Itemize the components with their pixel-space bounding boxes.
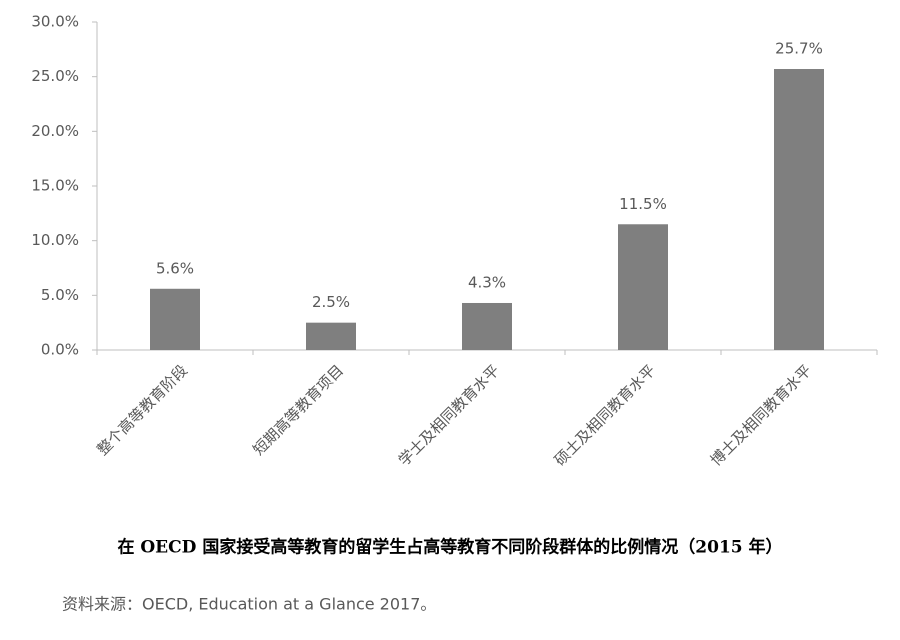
bar bbox=[306, 322, 356, 350]
x-tick-label: 整个高等教育阶段 bbox=[93, 361, 191, 459]
y-tick-label: 10.0% bbox=[31, 231, 79, 249]
x-tick-label: 硕士及相同教育水平 bbox=[551, 361, 659, 469]
value-label: 11.5% bbox=[619, 195, 667, 213]
x-tick-label: 短期高等教育项目 bbox=[249, 361, 347, 459]
value-label: 4.3% bbox=[468, 273, 506, 291]
value-label: 5.6% bbox=[156, 259, 194, 277]
y-tick-label: 20.0% bbox=[31, 122, 79, 140]
x-tick-label: 学士及相同教育水平 bbox=[395, 361, 503, 469]
x-tick-label: 博士及相同教育水平 bbox=[707, 361, 815, 469]
y-tick-label: 0.0% bbox=[41, 341, 79, 359]
y-tick-label: 5.0% bbox=[41, 286, 79, 304]
source-note: 资料来源：OECD, Education at a Glance 2017。 bbox=[62, 595, 436, 614]
bar bbox=[150, 288, 200, 350]
bar bbox=[618, 224, 668, 350]
bar bbox=[462, 302, 512, 350]
value-label: 25.7% bbox=[775, 40, 823, 58]
bar bbox=[774, 69, 824, 350]
y-tick-label: 30.0% bbox=[31, 13, 79, 31]
chart-title: 在 OECD 国家接受高等教育的留学生占高等教育不同阶段群体的比例情况（2015… bbox=[117, 537, 782, 558]
y-tick-label: 25.0% bbox=[31, 67, 79, 85]
value-label: 2.5% bbox=[312, 293, 350, 311]
y-tick-label: 15.0% bbox=[31, 177, 79, 195]
